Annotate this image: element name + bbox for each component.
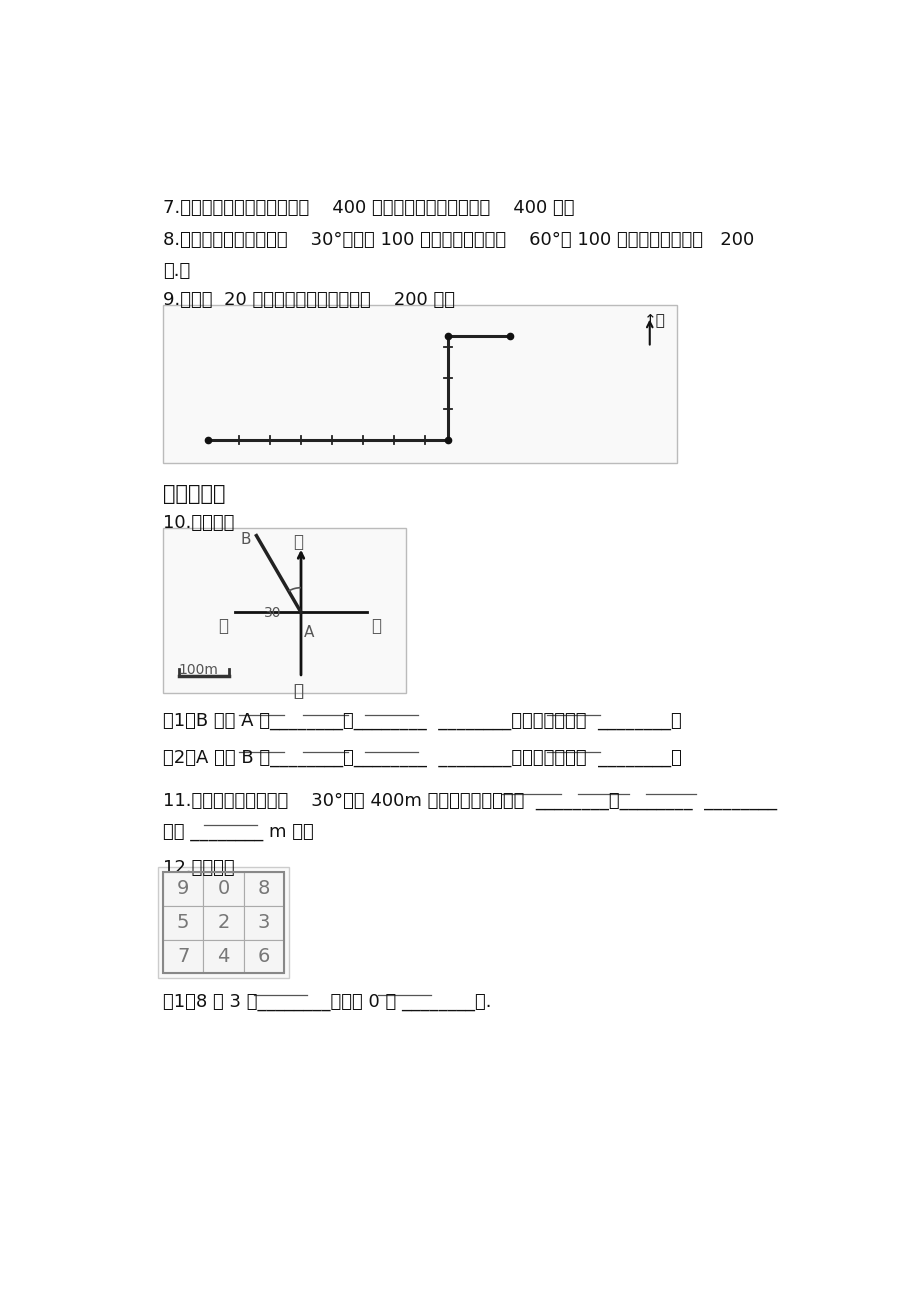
Text: 7: 7 <box>176 947 189 966</box>
Text: 西: 西 <box>218 617 228 635</box>
Text: 9: 9 <box>176 879 189 898</box>
Text: 东: 东 <box>370 617 380 635</box>
Text: 4: 4 <box>217 947 230 966</box>
Text: 米.．: 米.． <box>163 262 190 280</box>
Text: 6: 6 <box>257 947 269 966</box>
Text: 南: 南 <box>293 682 303 700</box>
Text: 100m: 100m <box>178 664 218 677</box>
Text: 8: 8 <box>257 879 269 898</box>
Text: A: A <box>304 625 314 640</box>
Bar <box>163 305 676 463</box>
Text: ↑北: ↑北 <box>643 313 664 327</box>
Text: 30: 30 <box>264 606 281 621</box>
Text: 7.如果你去商店时，向北走了    400 米，回来时你应该向东走    400 米．: 7.如果你去商店时，向北走了 400 米，回来时你应该向东走 400 米． <box>163 198 574 216</box>
Bar <box>163 528 405 694</box>
Text: 3: 3 <box>257 913 269 932</box>
Bar <box>203 872 244 906</box>
Text: （1）8 在 3 的________面，在 0 的 ________边.: （1）8 在 3 的________面，在 0 的 ________边. <box>163 992 491 1011</box>
Bar <box>163 940 203 974</box>
Bar <box>203 940 244 974</box>
Text: 10.填一填。: 10.填一填。 <box>163 514 234 532</box>
Text: 11.小远家在学校北偏西    30°方向 400m 处，则学校在小远家  ________偏________  ________: 11.小远家在学校北偏西 30°方向 400m 处，则学校在小远家 ______… <box>163 792 777 810</box>
Text: 0: 0 <box>217 879 230 898</box>
Bar <box>163 872 284 974</box>
Bar <box>244 906 284 940</box>
Text: 北: 北 <box>293 533 303 552</box>
Text: （1）B 点在 A 点________偏________  ________方向上，距离是  ________。: （1）B 点在 A 点________偏________ ________方向上… <box>163 712 681 730</box>
Text: 2: 2 <box>217 913 230 932</box>
FancyBboxPatch shape <box>158 867 289 978</box>
Bar <box>203 906 244 940</box>
Text: （2）A 点在 B 点________偏________  ________方向上，距离是  ________。: （2）A 点在 B 点________偏________ ________方向上… <box>163 750 681 767</box>
Bar <box>163 906 203 940</box>
Text: 8.同时同地小明向北偏东    30°方向走 100 米，小芳向西偏南    60°走 100 米，此时他们相距   200: 8.同时同地小明向北偏东 30°方向走 100 米，小芳向西偏南 60°走 10… <box>163 231 754 249</box>
Text: 5: 5 <box>176 913 189 932</box>
Text: 南: 南 <box>293 682 303 700</box>
Text: 9.（一格  20 米）鸽子个小猫送信要走    200 米。: 9.（一格 20 米）鸽子个小猫送信要走 200 米。 <box>163 291 455 309</box>
Text: B: B <box>241 532 251 546</box>
Bar <box>244 940 284 974</box>
Text: 方向 ________ m 处。: 方向 ________ m 处。 <box>163 823 313 841</box>
Bar <box>244 872 284 906</box>
Text: 三、填空题: 三、填空题 <box>163 485 225 505</box>
Bar <box>163 872 203 906</box>
Text: 12.填一填．: 12.填一填． <box>163 859 234 878</box>
